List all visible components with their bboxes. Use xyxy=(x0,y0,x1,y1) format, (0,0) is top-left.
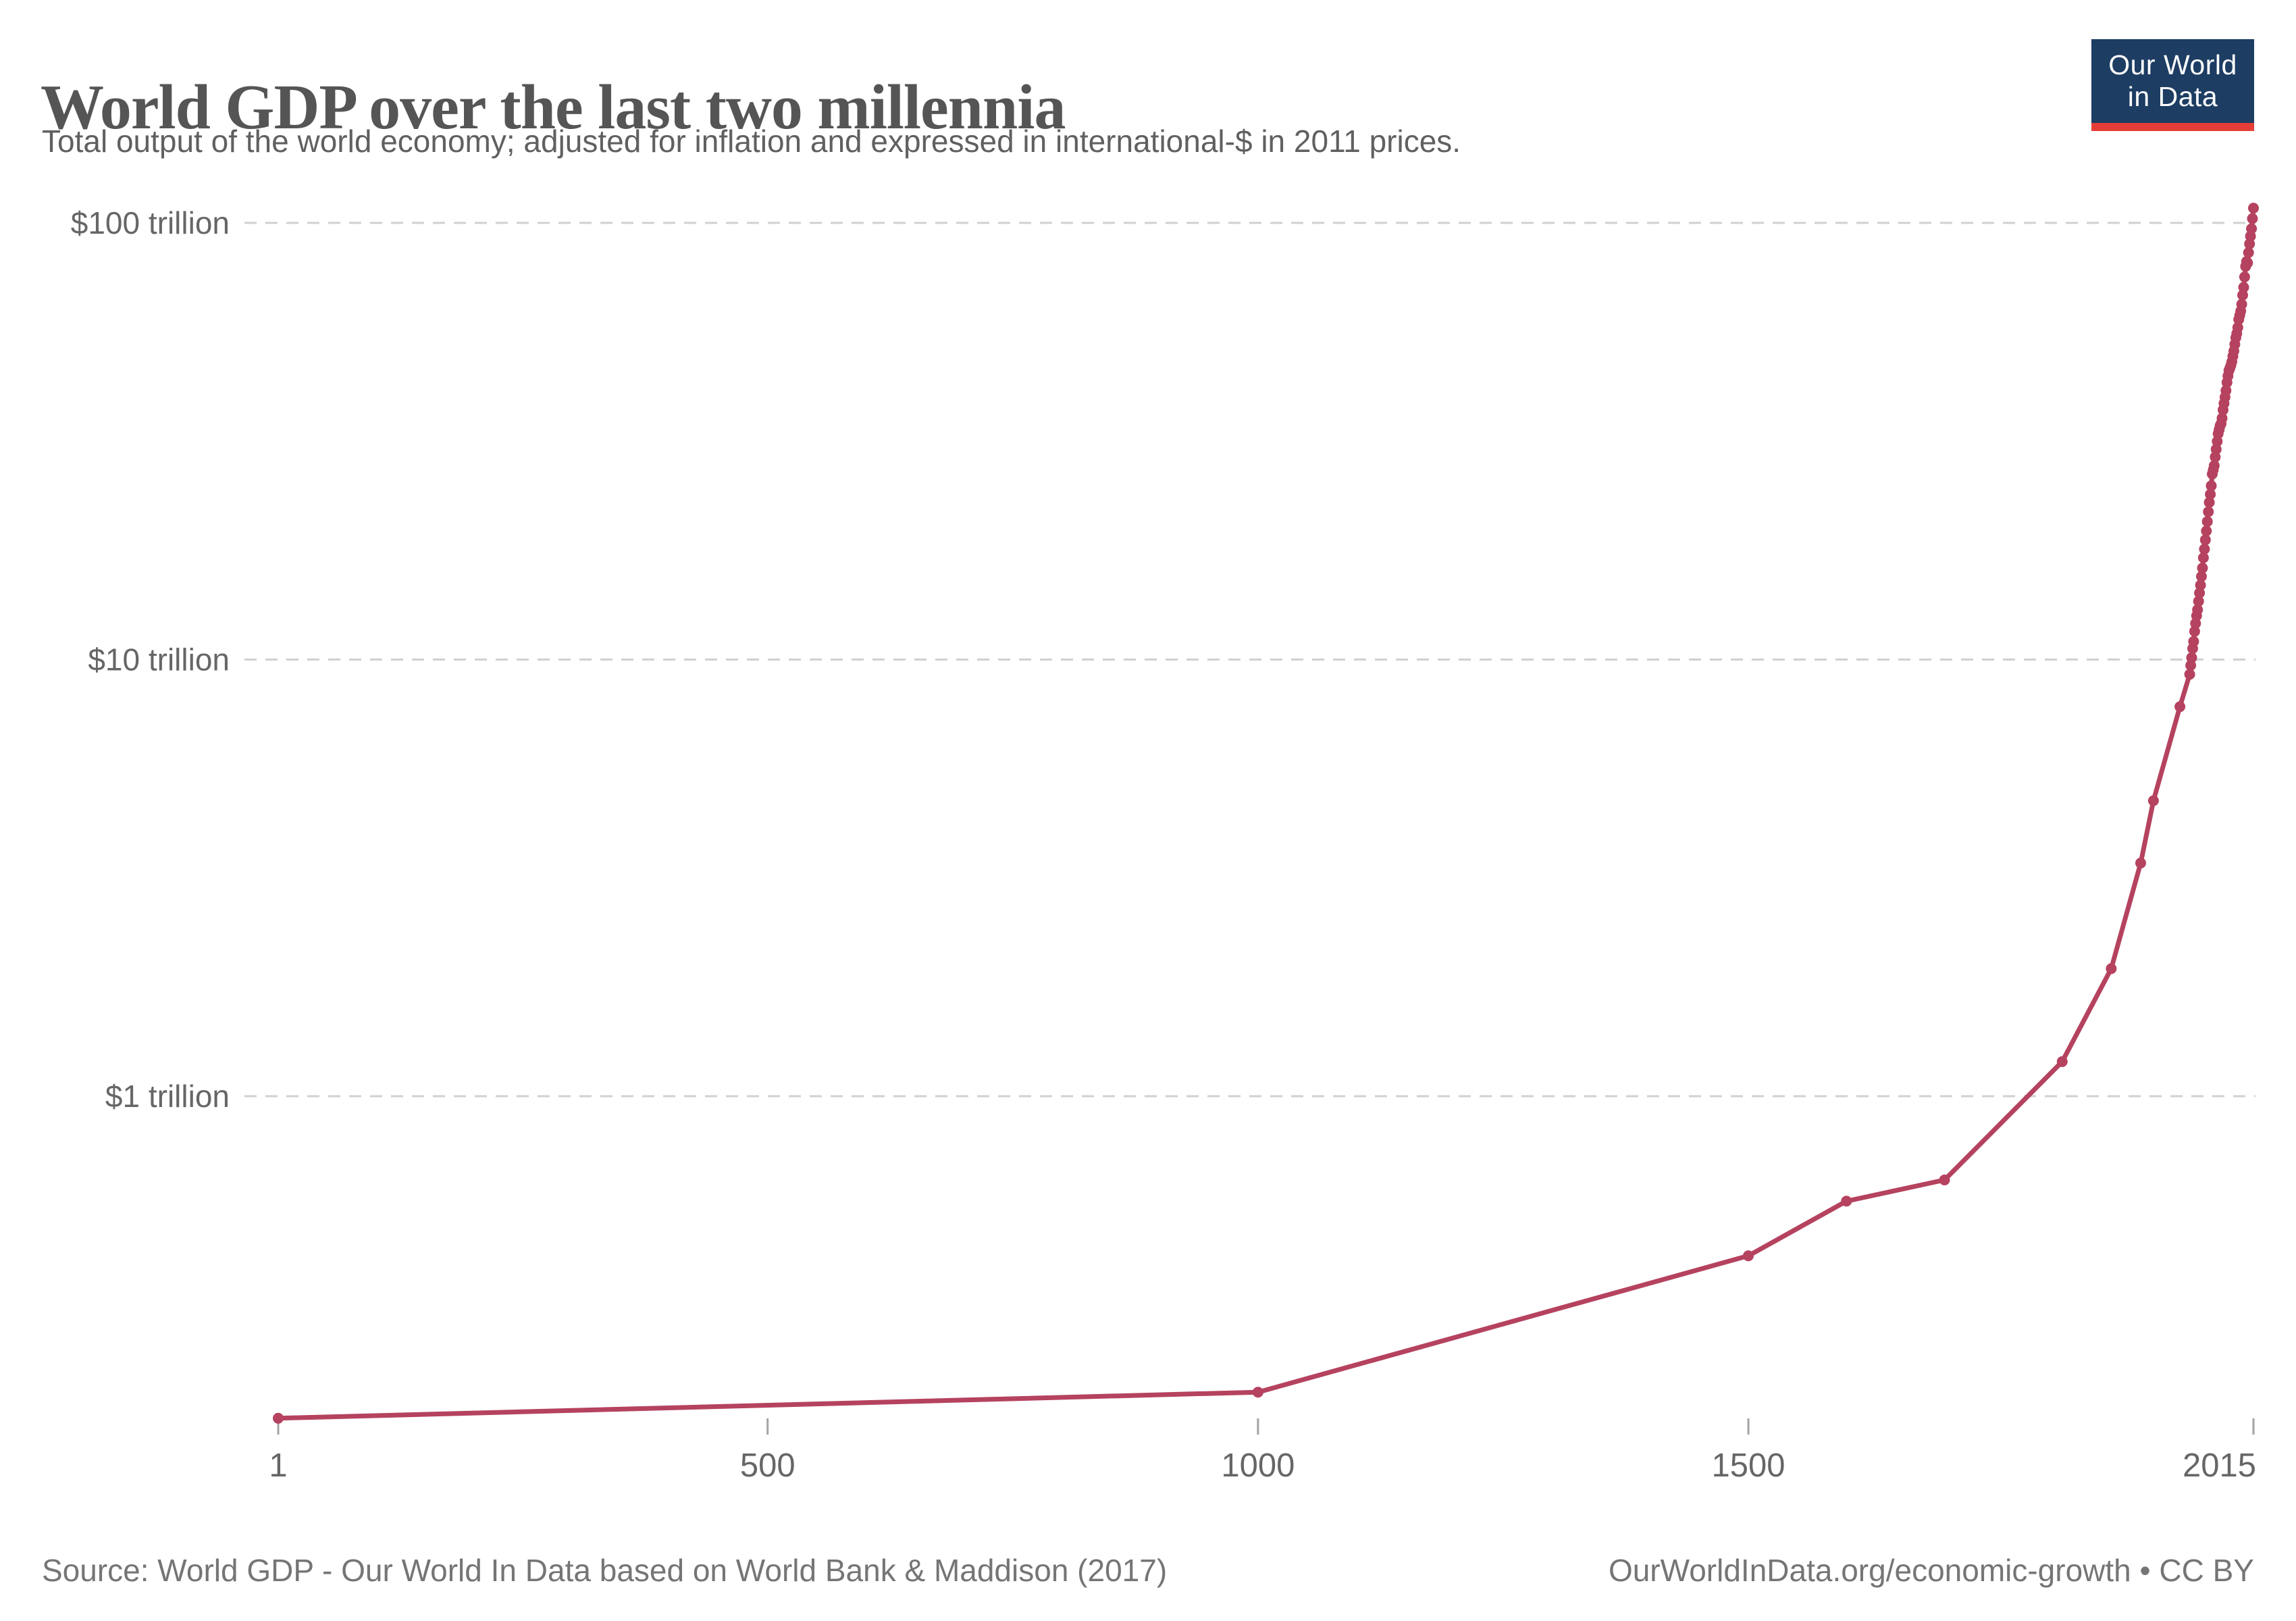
gdp-point-1913 xyxy=(2147,795,2159,806)
y-axis-label: $10 trillion xyxy=(88,642,230,677)
chart-subtitle: Total output of the world economy; adjus… xyxy=(42,124,1461,159)
gdp-point-1965 xyxy=(2199,544,2210,555)
gdp-point-1968 xyxy=(2201,516,2213,528)
gdp-point-1963 xyxy=(2197,563,2208,573)
gdp-point-1950 xyxy=(2184,669,2195,680)
x-axis-tick-label: 1000 xyxy=(1221,1447,1295,1484)
gdp-point-1983 xyxy=(2216,413,2228,424)
gdp-point-1958 xyxy=(2192,604,2203,615)
gdp-point-1969 xyxy=(2203,506,2214,517)
gdp-point-1987 xyxy=(2220,385,2232,396)
gdp-point-1000 xyxy=(1252,1387,1263,1398)
gdp-point-2006 xyxy=(2239,272,2250,282)
gdp-point-2003 xyxy=(2236,299,2247,310)
gdp-point-1970 xyxy=(2203,496,2215,508)
x-axis-tick-label: 500 xyxy=(740,1447,795,1484)
gdp-point-2009 xyxy=(2242,257,2253,269)
gdp-line xyxy=(276,205,2256,1421)
gdp-point-2015 xyxy=(2248,203,2259,214)
gdp-point-1964 xyxy=(2197,552,2209,563)
gdp-point-1952 xyxy=(2186,652,2197,663)
gdp-point-1967 xyxy=(2201,525,2212,537)
attribution-note: OurWorldInData.org/economic-growth • CC … xyxy=(1608,1553,2254,1588)
gdp-point-1975 xyxy=(2208,460,2220,471)
gdp-point-1960 xyxy=(2194,588,2206,598)
gdp-point-1954 xyxy=(2188,636,2199,647)
gdp-point-1600 xyxy=(1841,1195,1852,1207)
gdp-point-1977 xyxy=(2210,444,2222,455)
y-axis-label: $1 trillion xyxy=(105,1079,230,1114)
chart-footer: Source: World GDP - Our World In Data ba… xyxy=(42,1552,2254,1589)
x-axis-tick-label: 2015 xyxy=(2183,1447,2256,1484)
gdp-point-1961 xyxy=(2195,580,2206,591)
gdp-point-1959 xyxy=(2193,596,2204,607)
owid-logo-line2: in Data xyxy=(2127,81,2218,112)
gdp-point-1900 xyxy=(2135,857,2146,869)
gdp-point-2004 xyxy=(2237,290,2248,301)
gdp-point-1972 xyxy=(2206,480,2217,492)
gdp-point-2013 xyxy=(2246,223,2258,234)
gdp-point-1940 xyxy=(2174,701,2186,713)
gdp-point-2014 xyxy=(2247,213,2258,224)
gdp-point-2005 xyxy=(2238,282,2249,293)
owid-logo: Our World in Data xyxy=(2091,39,2254,131)
gdp-point-1870 xyxy=(2106,963,2117,975)
gdp-point-1971 xyxy=(2205,488,2216,500)
chart-title: World GDP over the last two millennia xyxy=(41,72,1066,143)
gdp-point-1500 xyxy=(1743,1250,1754,1262)
gdp-point-1955 xyxy=(2189,625,2200,637)
gdp-point-2010 xyxy=(2243,247,2254,258)
source-note: Source: World GDP - Our World In Data ba… xyxy=(42,1553,1168,1588)
gdp-point-1962 xyxy=(2196,571,2207,582)
gdp-point-1999 xyxy=(2232,321,2243,333)
x-axis-tick-label: 1 xyxy=(269,1447,287,1484)
gdp-point-1966 xyxy=(2199,534,2211,546)
y-axis-label: $100 trillion xyxy=(71,205,230,240)
gdp-point-1820 xyxy=(2056,1056,2068,1067)
x-axis-tick-label: 1500 xyxy=(1712,1447,1785,1484)
gdp-point-1700 xyxy=(1939,1175,1950,1185)
owid-logo-line1: Our World xyxy=(2108,49,2237,80)
gdp-point-1 xyxy=(273,1412,284,1424)
